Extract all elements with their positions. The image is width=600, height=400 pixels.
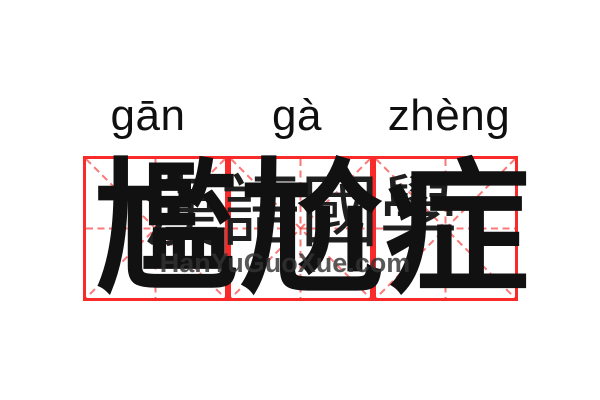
hanzi-character-2: 尬 xyxy=(239,144,385,315)
pinyin-label-3: zhèng xyxy=(387,91,511,140)
hanzi-character-1: 尷 xyxy=(94,144,240,315)
mizige-cell-3: 症 xyxy=(373,156,530,302)
mizige-cell-1: 尷 xyxy=(83,156,240,302)
mizige-cell-2: 尬 xyxy=(228,156,385,302)
mizige-grid-lines xyxy=(228,156,373,301)
watermark-cjk-text: 漢語國學 xyxy=(142,166,458,259)
watermark-site-text: HanYuGuoXue.com xyxy=(159,248,411,278)
pinyin-label-1: gān xyxy=(110,91,186,140)
mizige-grid-lines xyxy=(83,156,228,301)
mizige-grid-lines xyxy=(373,156,518,301)
pinyin-label-2: gà xyxy=(272,91,322,140)
hanzi-character-3: 症 xyxy=(384,144,530,315)
